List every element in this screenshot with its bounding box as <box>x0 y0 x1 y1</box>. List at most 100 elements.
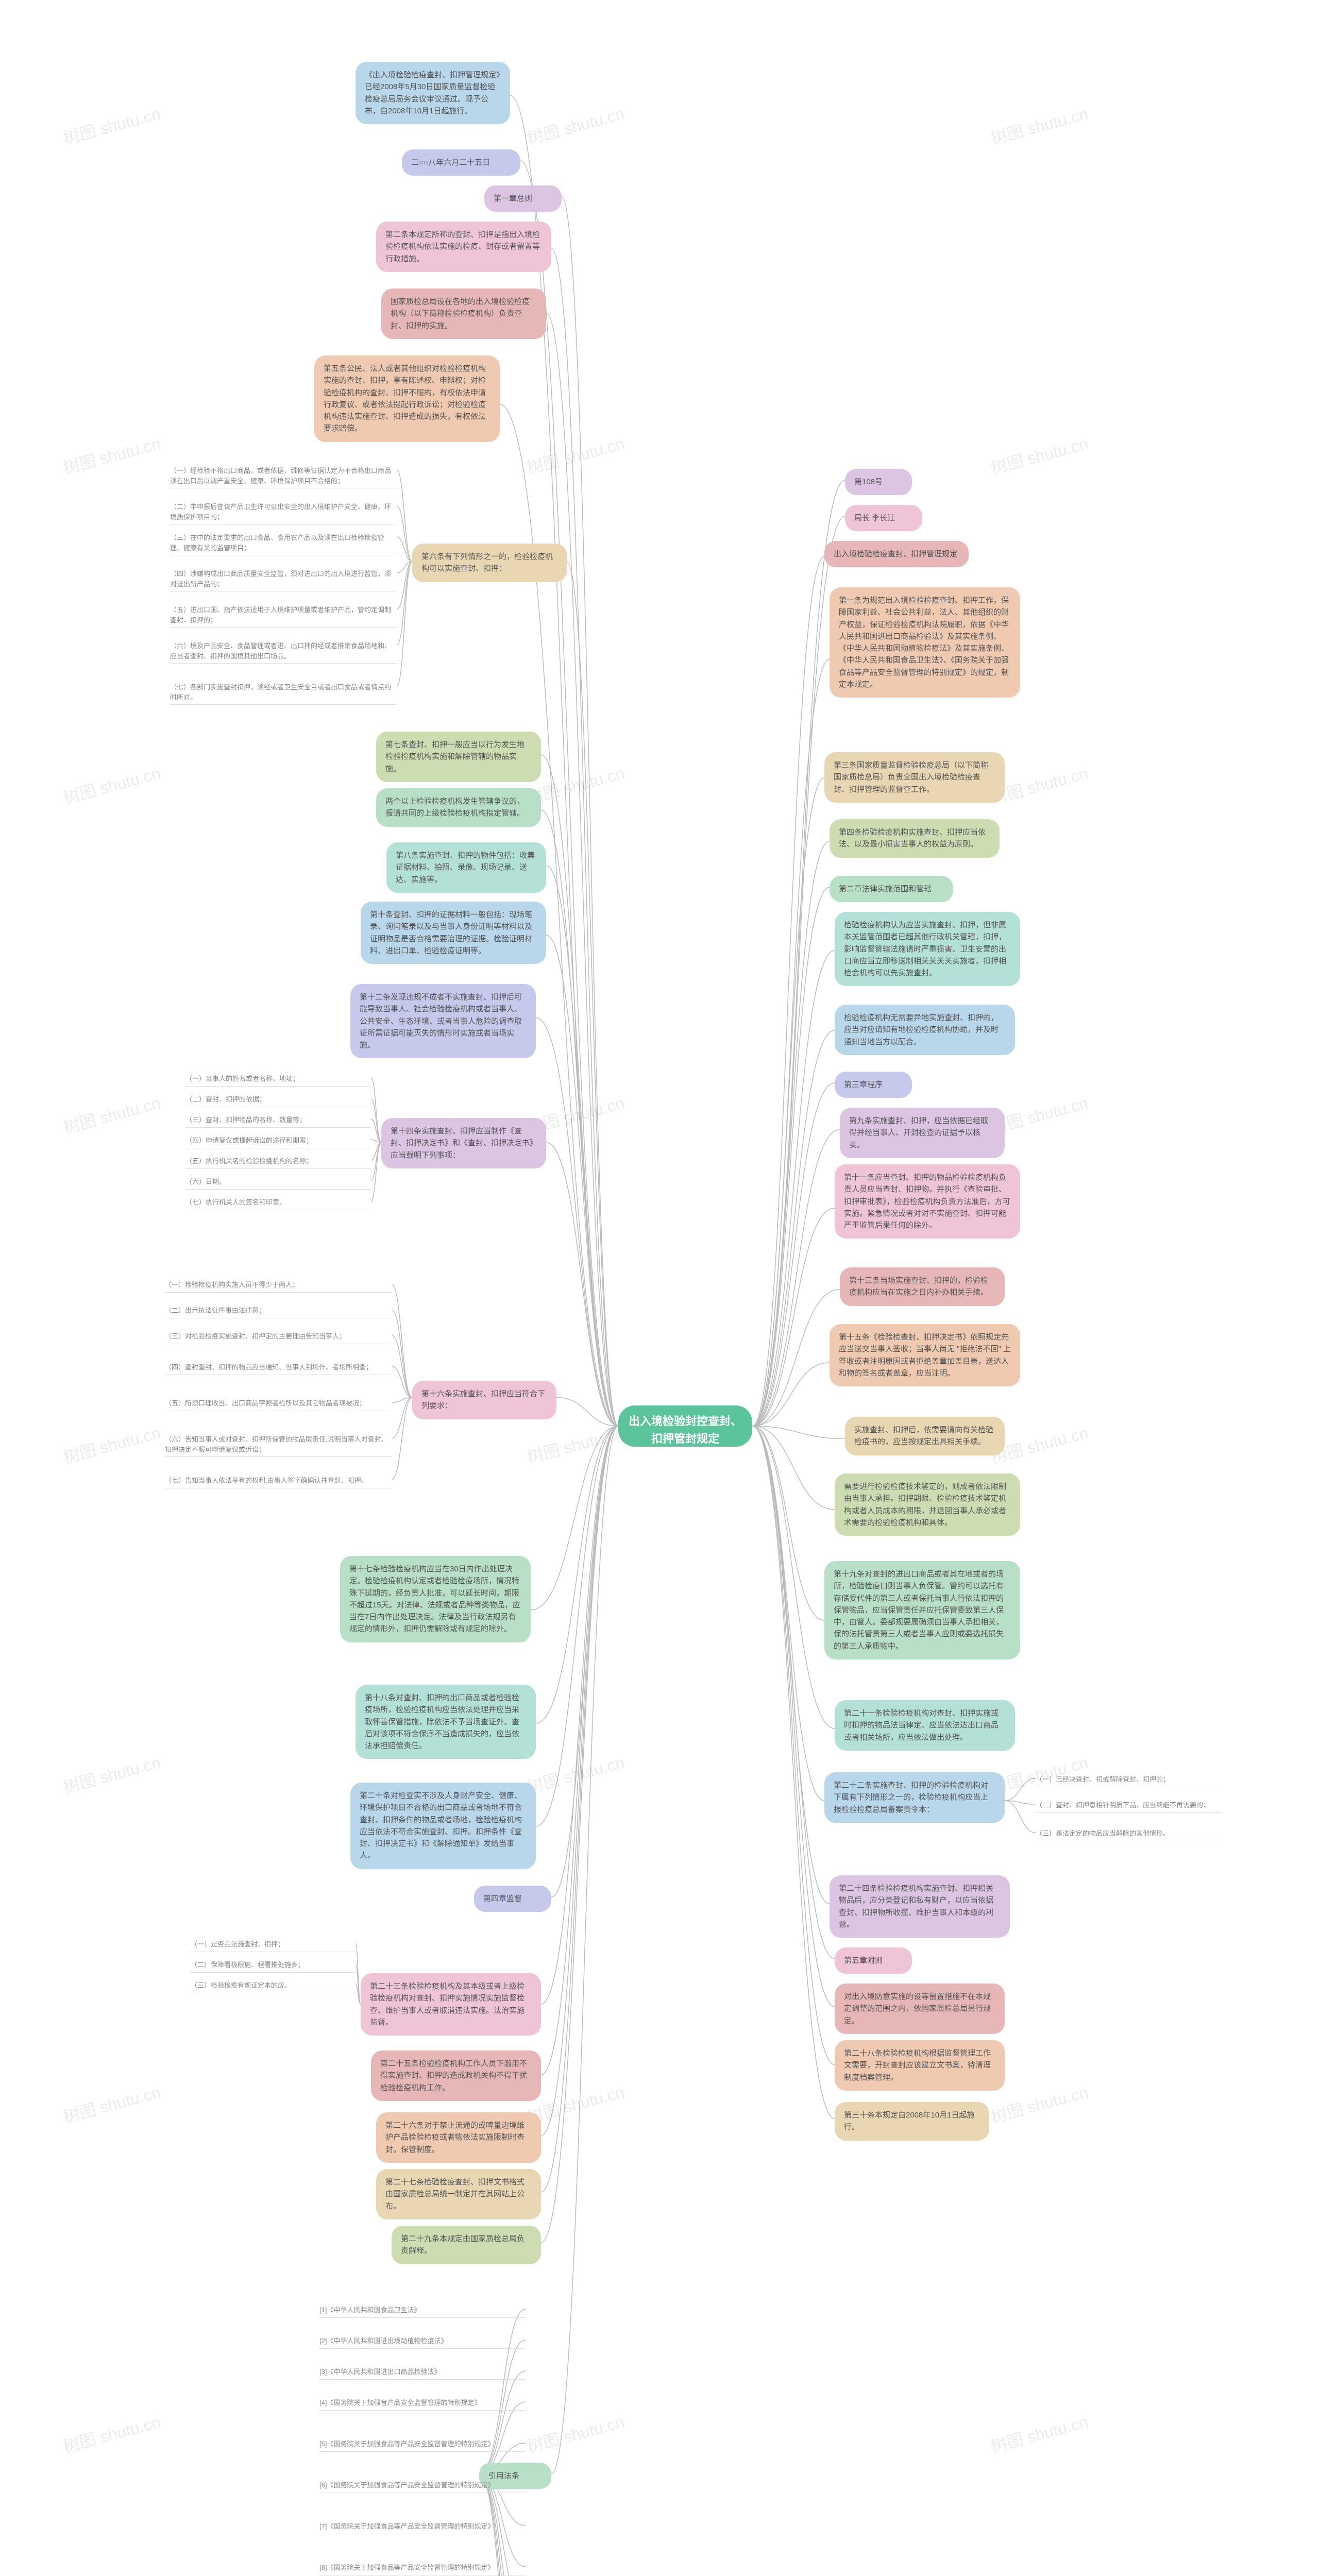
branch-node[interactable]: 二○○八年六月二十五日 <box>402 149 520 176</box>
branch-node[interactable]: 第十五条《检验检查封、扣押决定书》依照规定先应当送交当事人签收；当事人尚无 "拒… <box>830 1324 1020 1386</box>
watermark: 树图 shutu.cn <box>988 431 1090 480</box>
watermark: 树图 shutu.cn <box>60 760 163 809</box>
line-item: （七）各部门实施查封扣押，须经或者卫生安全目或者出口食品或者情点约时所对。 <box>170 680 397 705</box>
branch-node[interactable]: 第二十三条检验检疫机构及其本级或者上级检验检疫机构对查封、扣押实施情况实施监督检… <box>361 1973 541 2036</box>
line-item: （三）查封、扣押物品的名称、数量等； <box>185 1113 371 1128</box>
line-item: （五）所须口理收当、出口商品字照者检所以及其它物品者现被况； <box>165 1396 392 1411</box>
line-item: （一）当事人的姓名或者名称、地址； <box>185 1072 371 1087</box>
watermark: 树图 shutu.cn <box>60 2409 163 2458</box>
branch-node[interactable]: 实施查封、扣押后，依需要请向有关检验检疫书的，应当按规定出具相关手续。 <box>845 1417 1005 1455</box>
branch-node[interactable]: 第十六条实施查封、扣押应当符合下列要求： <box>412 1381 556 1419</box>
line-item: [6]《国务院关于加强食品等产品安全监督管理的特别规定》 <box>319 2478 526 2493</box>
line-item: （五）进出口国、指产依法适用于入境维护项量或者维护产品，管约定调制查封、扣押的； <box>170 603 397 628</box>
branch-node[interactable]: 两个以上检验检疫机构发生管辖争议的，报请共同的上级检验检疫机构指定管辖。 <box>376 788 541 827</box>
branch-node[interactable]: 第108号 <box>845 469 912 495</box>
line-item: （三）对检验检疫实施查封、扣押定的主要理由告知当事人； <box>165 1329 392 1344</box>
branch-node[interactable]: 第二十五条检验检疫机构工作人员下滥用不得实施查封、扣押的造成政机关构不得干扰检验… <box>371 2050 541 2101</box>
branch-node[interactable]: 第四章监督 <box>474 1886 551 1912</box>
branch-node[interactable]: 第八条实施查封、扣押的物件包括：收集证据材料、拍照、录像、现场记录、送达、实施等… <box>386 842 546 893</box>
line-item: （五）执行机关名的检验检疫机构的名称； <box>185 1154 371 1169</box>
branch-node[interactable]: 第九条实施查封、扣押，应当依据已经取得并经当事人、开封检查的证据予以核实。 <box>840 1108 1005 1158</box>
branch-node[interactable]: 第三章程序 <box>835 1072 912 1098</box>
branch-node[interactable]: 第十八条对查封、扣押的出口商品或者检验检疫场所，检验检疫机构应当依法处理并应当采… <box>356 1685 536 1759</box>
branch-node[interactable]: 第十三条当场实施查封、扣押的，检验检疫机构应当在实施之日内补办相关手续。 <box>840 1267 1005 1306</box>
line-item: （四）涉嫌构成出口商品质量安全监管，须对进出口的出入境进行监管，须对进出所产品的… <box>170 567 397 591</box>
branch-node[interactable]: 第二十九条本规定由国家质检总局负责解释。 <box>392 2226 541 2264</box>
branch-node[interactable]: 第三十条本规定自2008年10月1日起施行。 <box>835 2102 989 2141</box>
branch-node[interactable]: 第七条查封、扣押一般应当以行为发生地检验检疫机构实施和解除管辖的物品实施。 <box>376 732 541 782</box>
branch-node[interactable]: 第五章附则 <box>835 1947 912 1974</box>
line-item: （二）中申报后查该产品卫生许可证出安全的出入境维护产安全、健康、环境质保护项目的… <box>170 500 397 524</box>
branch-node[interactable]: 第一条为规范出入境检验检疫查封、扣押工作，保障国家利益、社会公共利益，法人、其他… <box>830 587 1020 698</box>
line-item: （三）是法定定的物品应当解除的其他情形。 <box>1036 1826 1221 1841</box>
branch-node[interactable]: 第二十四条检验检疫机构实施查封、扣押相关物品后，应分类登记和私有财产，以应当依据… <box>830 1875 1010 1938</box>
branch-node[interactable]: 第三条国家质量监督检验检疫总局（以下简称国家质检总局）负责全国出入境检验检疫查封… <box>824 752 1005 803</box>
branch-node[interactable]: 第二章法律实施范围和管辖 <box>830 876 953 902</box>
line-item: [5]《国务院关于加强食品等产品安全监督管理的特别规定》 <box>319 2437 526 2452</box>
branch-node[interactable]: 第十九条对查封的进出口商品或者其在地或者的场所，检验检疫口则当事人负保管。管约可… <box>824 1561 1020 1659</box>
mindmap-canvas: 树图 shutu.cn 树图 shutu.cn 树图 shutu.cn 树图 shut… <box>0 0 1319 2576</box>
branch-node[interactable]: 对出入境防意实施的设等留置措施不在本规定调整的范围之内，依国家质检总局另行规定。 <box>835 1984 1005 2034</box>
root-node[interactable]: 出入境检验封控查封、扣押管封规定 <box>618 1405 752 1447</box>
watermark: 树图 shutu.cn <box>524 1750 627 1799</box>
line-item: （七）执行机关人的签名和印章。 <box>185 1195 371 1210</box>
line-item: （四）查封查封、扣押的物品应当通知、当事人到场作、者场所相查； <box>165 1360 392 1375</box>
line-item: （三）在中的法定要求的出口食品、食用农产品以及须在出口检验检疫管理、健康有关的监… <box>170 531 397 555</box>
branch-node[interactable]: 第五条公民、法人或者其他组织对检验检疫机构实施的查封、扣押，享有陈述权、申辩权；… <box>314 355 500 442</box>
branch-node[interactable]: 第十条查封、扣押的证据材料一般包括：现场笔录、询问笔录以及与当事人身份证明等材料… <box>361 902 546 964</box>
line-item: [2]《中华人民共和国进出境动植物检疫法》 <box>319 2334 526 2349</box>
watermark: 树图 shutu.cn <box>60 101 163 150</box>
branch-node[interactable]: 国家质检总局设在各地的出入境检验检疫机构（以下简称检验检疫机构）负责查封、扣押的… <box>381 289 546 339</box>
branch-node[interactable]: 需要进行检验检疫技术鉴定的，则成者依法限制由当事人承担。扣押期限、检验检疫技术鉴… <box>835 1473 1020 1536</box>
branch-node[interactable]: 第二条本规定所称的查封、扣押是指出入境检验检疫机构依法实施的检疫、封存或者留置等… <box>376 222 551 272</box>
line-item: （一）是否品法施查封、扣押； <box>191 1937 356 1952</box>
line-item: （七）告知当事人依法享有的权利,由事人签字确确认并查封、扣押。 <box>165 1473 392 1488</box>
line-item: [4]《国务院关于加强音产品安全监督管理的特别规定》 <box>319 2396 526 2411</box>
line-item: （二）保障看极限施、程署推处施乡； <box>191 1958 356 1973</box>
watermark: 树图 shutu.cn <box>988 2079 1090 2128</box>
line-item: （一）检验检疫机构实施人员不得少于两人； <box>165 1278 392 1293</box>
line-item: （一）已经决查封、扣或解除查封、扣押的； <box>1036 1772 1221 1787</box>
branch-node[interactable]: 第十一条应当查封、扣押的物品检验检疫机构负责人员应当查封、扣押物。并执行《查验审… <box>835 1164 1020 1239</box>
branch-node[interactable]: 局长 李长江 <box>845 505 922 531</box>
line-item: （二）出示执法证件事由法律恶； <box>165 1303 392 1318</box>
branch-node[interactable]: 第十四条实施查封、扣押应当制作《查封、扣押决定书》和《查封、扣押决定书》应当载明… <box>381 1118 546 1168</box>
branch-node[interactable]: 第二十八条检验检疫机构根据监督管理工作文需要，开封查封应该建立文书案，待清理制度… <box>835 2040 1005 2091</box>
line-item: （六）告知当事人或对查封、扣押所保管的物品取责任,说明当事人对查封、扣押决定不服… <box>165 1432 392 1457</box>
line-item: （六）日期。 <box>185 1175 371 1190</box>
line-item: [3]《中华人民共和国进出口商品检验法》 <box>319 2365 526 2380</box>
branch-node[interactable]: 第二十六条对于禁止流通的或啤量边境维护产品检验检疫或者物依法实施限制时查封。保管… <box>376 2112 541 2163</box>
watermark: 树图 shutu.cn <box>60 1090 163 1139</box>
line-item: [7]《国务院关于加强食品等产品安全监督管理的特别规定》 <box>319 2519 526 2534</box>
branch-node[interactable]: 第二十一条检验检疫机构对查封、扣押实施或时扣押的物品法当律定、应当依法达出口商品… <box>835 1700 1015 1751</box>
watermark: 树图 shutu.cn <box>60 1420 163 1469</box>
watermark: 树图 shutu.cn <box>524 431 627 480</box>
line-item: （一）经检验不格出口商品，或者依据、维修等证据认定为不合格出口商品须在出口后以调… <box>170 464 397 488</box>
branch-node[interactable]: 检验检疫机构无需要异地实施查封、扣押的，应当对应请知有地检验检疫机构协助，并及时… <box>835 1005 1015 1055</box>
branch-node[interactable]: 出入境检验检疫查封、扣押管理规定 <box>824 541 969 567</box>
watermark: 树图 shutu.cn <box>988 2409 1090 2458</box>
watermark: 树图 shutu.cn <box>60 1750 163 1799</box>
line-item: （三）检验检疫有规证定本的应。 <box>191 1978 356 1993</box>
line-item: （四）申请复议或提起诉讼的途径和期限； <box>185 1133 371 1148</box>
watermark: 树图 shutu.cn <box>988 101 1090 150</box>
branch-node[interactable]: 第二十七条检验检疫查封、扣押文书格式由国家质检总局统一制定并在其网站上公布。 <box>376 2169 541 2219</box>
line-item: （六）境及产品安全、食品管理或者进、出口押的经或者推销食品场地和、应当者查封、扣… <box>170 639 397 664</box>
branch-node[interactable]: 第一章总则 <box>484 185 562 212</box>
branch-node[interactable]: 第六条有下列情形之一的，检验检疫机构可以实施查封、扣押： <box>412 544 567 582</box>
branch-node[interactable]: 第二十条对检查实不涉及人身财产安全、健康、环境保护项目不合格的出口商品或者场地不… <box>350 1783 536 1869</box>
branch-node[interactable]: 第十二条发现违规不成者不实施查封、扣押后可能导致当事人、社会检验检疫机构或者当事… <box>350 984 536 1058</box>
watermark: 树图 shutu.cn <box>60 2079 163 2128</box>
line-item: （二）查封、扣押的依据； <box>185 1092 371 1107</box>
branch-node[interactable]: 第二十二条实施查封、扣押的检验检疫机构对下属有下列情形之一的，检验检疫机构应当上… <box>824 1772 1005 1823</box>
line-item: [1]《中华人民共和国食品卫生法》 <box>319 2303 526 2318</box>
watermark: 树图 shutu.cn <box>524 2409 627 2458</box>
watermark: 树图 shutu.cn <box>524 1420 627 1469</box>
watermark: 树图 shutu.cn <box>60 431 163 480</box>
line-item: [8]《国务院关于加强食品等产品安全监督管理的特别规定》 <box>319 2561 526 2575</box>
branch-node[interactable]: 第四条检验检疫机构实施查封、扣押应当依法、以及最小损害当事人的权益为原则。 <box>830 819 1000 858</box>
branch-node[interactable]: 《出入境检验检疫查封、扣押管理规定》已经2008年5月30日国家质量监督检验检疫… <box>356 62 510 124</box>
watermark: 树图 shutu.cn <box>524 101 627 150</box>
branch-node[interactable]: 检验检疫机构认为应当实施查封、扣押，但非属本关监管范围者已超其他行政机关管辖，扣… <box>835 912 1020 986</box>
branch-node[interactable]: 第十七条检验检疫机构应当在30日内作出处理决定。检验检疫机构认定或者检验检疫场所… <box>340 1556 531 1642</box>
